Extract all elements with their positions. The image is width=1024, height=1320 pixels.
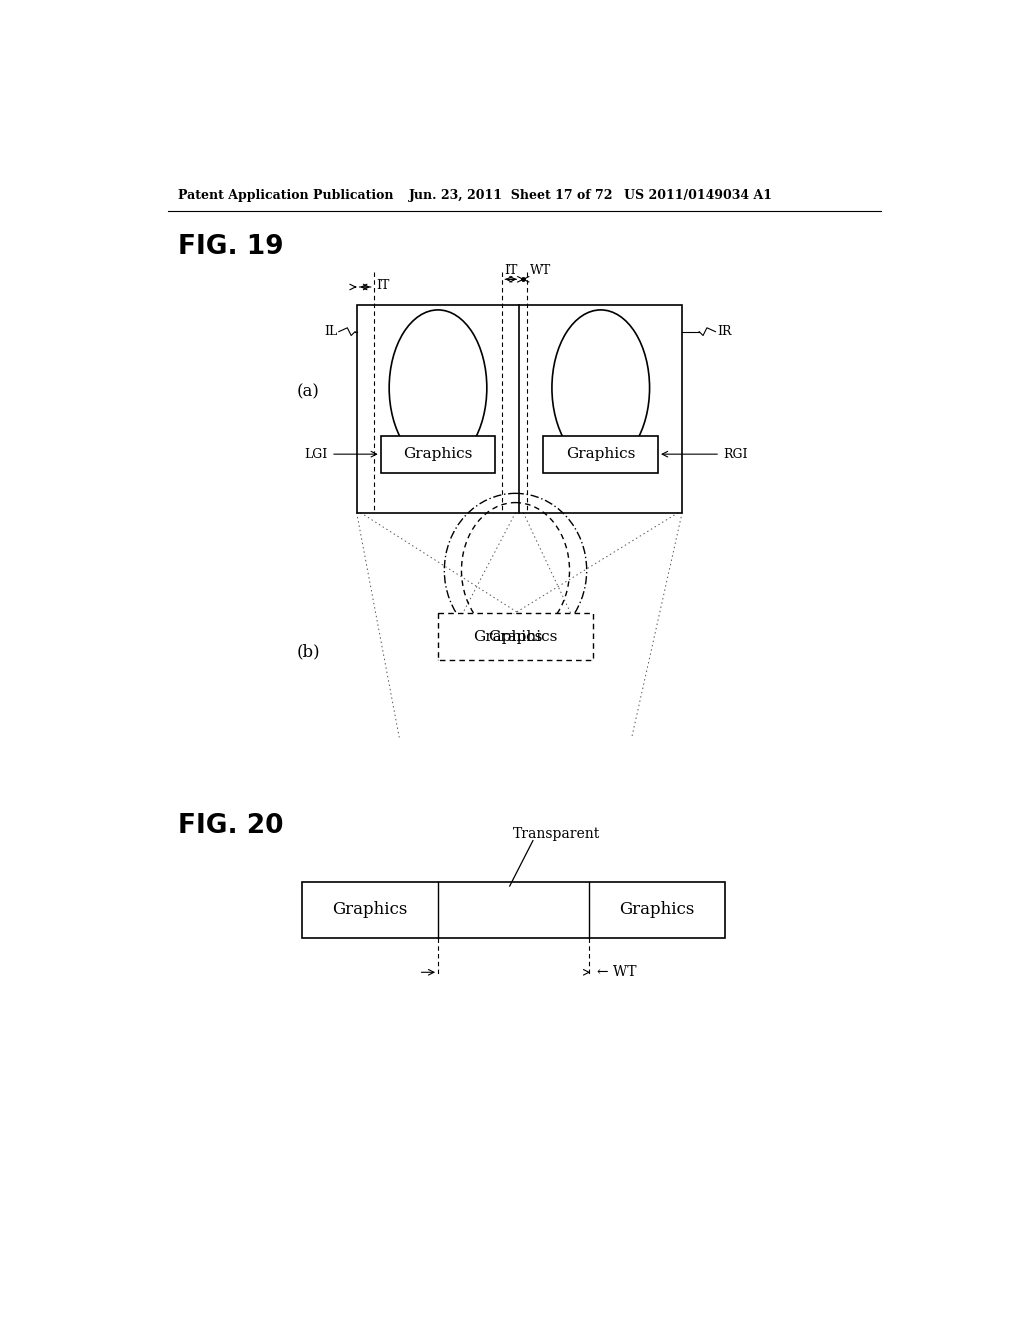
Text: Patent Application Publication: Patent Application Publication (178, 189, 394, 202)
Bar (302, 882, 725, 937)
Text: (a): (a) (297, 384, 319, 400)
Bar (544, 436, 658, 473)
Text: IT: IT (377, 279, 390, 292)
Text: IL: IL (324, 325, 337, 338)
Text: Graphics: Graphics (403, 447, 473, 461)
Text: LGI: LGI (305, 447, 328, 461)
Text: (b): (b) (297, 643, 321, 660)
Text: Graphics: Graphics (473, 630, 543, 644)
Bar (356, 305, 682, 512)
Text: FIG. 20: FIG. 20 (178, 813, 284, 840)
Text: IT: IT (505, 264, 518, 277)
Text: Graphics: Graphics (333, 902, 408, 919)
Bar (438, 612, 593, 660)
Text: ← WT: ← WT (597, 965, 636, 979)
Text: Graphics: Graphics (566, 447, 636, 461)
Text: Graphics: Graphics (488, 630, 558, 644)
Text: US 2011/0149034 A1: US 2011/0149034 A1 (624, 189, 772, 202)
Text: Jun. 23, 2011  Sheet 17 of 72: Jun. 23, 2011 Sheet 17 of 72 (409, 189, 613, 202)
Text: Graphics: Graphics (620, 902, 694, 919)
Text: FIG. 19: FIG. 19 (178, 234, 284, 260)
Text: WT: WT (529, 264, 551, 277)
Text: IR: IR (717, 325, 731, 338)
Text: RGI: RGI (723, 447, 748, 461)
Bar (381, 436, 496, 473)
Text: Transparent: Transparent (513, 828, 600, 841)
